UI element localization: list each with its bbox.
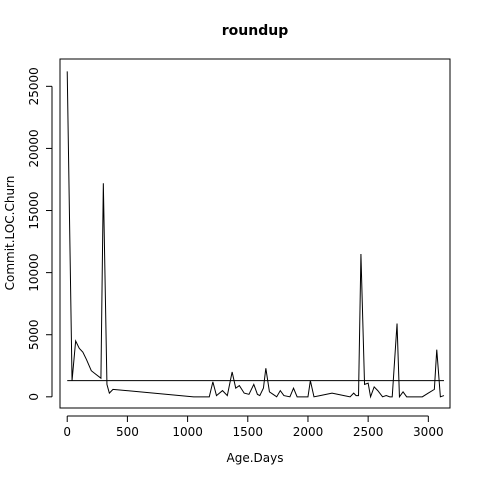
y-tick-label: 15000 bbox=[27, 191, 41, 229]
y-tick-label: 20000 bbox=[27, 129, 41, 167]
x-axis-label: Age.Days bbox=[227, 451, 284, 465]
y-axis: 0 5000 10000 15000 20000 25000 bbox=[27, 67, 53, 401]
x-axis: 0 500 1000 1500 2000 2500 3000 bbox=[63, 415, 444, 439]
series-line bbox=[66, 71, 445, 399]
x-tick-label: 1000 bbox=[172, 425, 203, 439]
y-tick-label: 0 bbox=[27, 393, 41, 401]
x-tick-label: 500 bbox=[116, 425, 139, 439]
x-tick-label: 2500 bbox=[353, 425, 384, 439]
x-tick-label: 3000 bbox=[413, 425, 444, 439]
chart-title: roundup bbox=[222, 23, 288, 39]
x-tick-label: 1500 bbox=[233, 425, 264, 439]
x-tick-label: 0 bbox=[63, 425, 71, 439]
y-tick-label: 10000 bbox=[27, 254, 41, 292]
y-tick-label: 5000 bbox=[27, 319, 41, 350]
plot-frame bbox=[59, 58, 451, 409]
y-axis-label: Commit.LOC.Churn bbox=[3, 176, 17, 291]
x-tick-label: 2000 bbox=[293, 425, 324, 439]
y-tick-label: 25000 bbox=[27, 67, 41, 105]
